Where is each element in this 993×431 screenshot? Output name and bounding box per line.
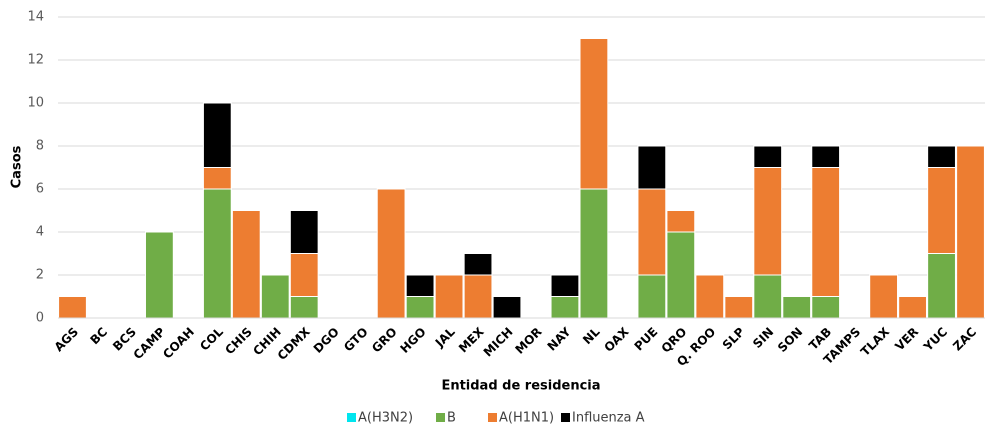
- x-tick-label: DGO: [311, 325, 342, 356]
- y-axis-title: Casos: [10, 145, 25, 188]
- legend-label: Influenza A: [572, 411, 645, 426]
- x-tick-label: CAMP: [131, 325, 169, 363]
- x-tick-label: SLP: [720, 325, 748, 353]
- x-tick-label: JAL: [432, 324, 458, 350]
- bar-segment: [550, 274, 580, 297]
- x-tick-label: NL: [580, 324, 603, 347]
- y-tick-label: 14: [27, 10, 44, 25]
- bar-segment: [289, 253, 319, 297]
- x-tick-label: GTO: [341, 325, 371, 355]
- legend-label: B: [447, 411, 456, 426]
- x-tick-label: YUC: [920, 325, 950, 355]
- x-tick-label: MOR: [512, 325, 544, 357]
- x-tick-label: COAH: [160, 325, 197, 362]
- bar-segment: [811, 145, 841, 168]
- bar-segment: [144, 231, 174, 319]
- y-tick-label: 12: [27, 53, 44, 68]
- y-tick-label: 4: [36, 225, 44, 240]
- legend-swatch: [347, 413, 356, 422]
- bar-segment: [492, 296, 522, 319]
- bar-segment: [927, 167, 956, 254]
- legend-swatch: [561, 413, 570, 422]
- legend-swatch: [488, 413, 497, 422]
- x-tick-label: GRO: [369, 325, 400, 356]
- bar-segment: [637, 188, 667, 276]
- bar-segment: [869, 274, 899, 319]
- legend-label: A(H1N1): [499, 411, 554, 426]
- bar-segment: [434, 274, 464, 319]
- bar-segment: [811, 296, 841, 319]
- bar-segment: [579, 38, 609, 190]
- legend-swatch: [436, 413, 445, 422]
- bar-segment: [637, 274, 667, 319]
- x-tick-label: MICH: [481, 325, 516, 360]
- x-tick-label: CDMX: [275, 324, 314, 363]
- x-tick-label: OAX: [601, 324, 632, 355]
- x-tick-label: CHIS: [222, 325, 255, 358]
- x-tick-label: COL: [197, 324, 226, 353]
- x-tick-label: SIN: [750, 325, 776, 351]
- x-tick-label: PUE: [632, 325, 661, 354]
- x-tick-label: HGO: [398, 325, 429, 356]
- bar-segment: [289, 210, 319, 254]
- bar-segment: [666, 231, 696, 319]
- bar-segment: [637, 145, 667, 190]
- legend-label: A(H3N2): [358, 411, 413, 426]
- bar-segment: [724, 296, 754, 319]
- bar-segment: [956, 145, 985, 319]
- y-tick-label: 2: [36, 268, 44, 283]
- bar-segment: [463, 274, 493, 319]
- x-tick-label: NAY: [545, 324, 574, 353]
- bar-segment: [405, 274, 435, 297]
- bar-segment: [202, 167, 232, 190]
- y-tick-label: 8: [36, 139, 44, 154]
- bar-segment: [927, 145, 956, 168]
- bar-segment: [463, 253, 493, 276]
- bar-segment: [58, 296, 87, 319]
- x-tick-label: VER: [892, 325, 921, 354]
- y-tick-label: 10: [27, 96, 44, 111]
- bar-segment: [202, 188, 232, 319]
- x-tick-label: TLAX: [858, 324, 893, 359]
- bar-segment: [405, 296, 435, 319]
- bar-segment: [753, 167, 783, 276]
- x-tick-label: BC: [87, 325, 110, 348]
- x-tick-label: AGS: [52, 325, 82, 355]
- bar-segment: [753, 274, 783, 319]
- bar-segment: [579, 188, 609, 319]
- bar-segment: [695, 274, 725, 319]
- bar-segment: [260, 274, 290, 319]
- bar-segment: [927, 253, 956, 319]
- bar-segment: [376, 188, 406, 319]
- bar-segment: [289, 296, 319, 319]
- bar-segment: [811, 167, 841, 297]
- y-tick-label: 6: [36, 182, 44, 197]
- bar-segment: [202, 102, 232, 168]
- y-tick-label: 0: [36, 311, 44, 326]
- bar-segment: [666, 210, 696, 233]
- bar-segment: [898, 296, 927, 319]
- bar-segment: [782, 296, 812, 319]
- x-tick-label: SON: [775, 325, 805, 355]
- bar-segment: [231, 210, 261, 319]
- x-axis-title: Entidad de residencia: [441, 379, 600, 394]
- bar-segment: [550, 296, 580, 319]
- x-tick-label: ZAC: [950, 325, 979, 354]
- bar-segment: [753, 145, 783, 168]
